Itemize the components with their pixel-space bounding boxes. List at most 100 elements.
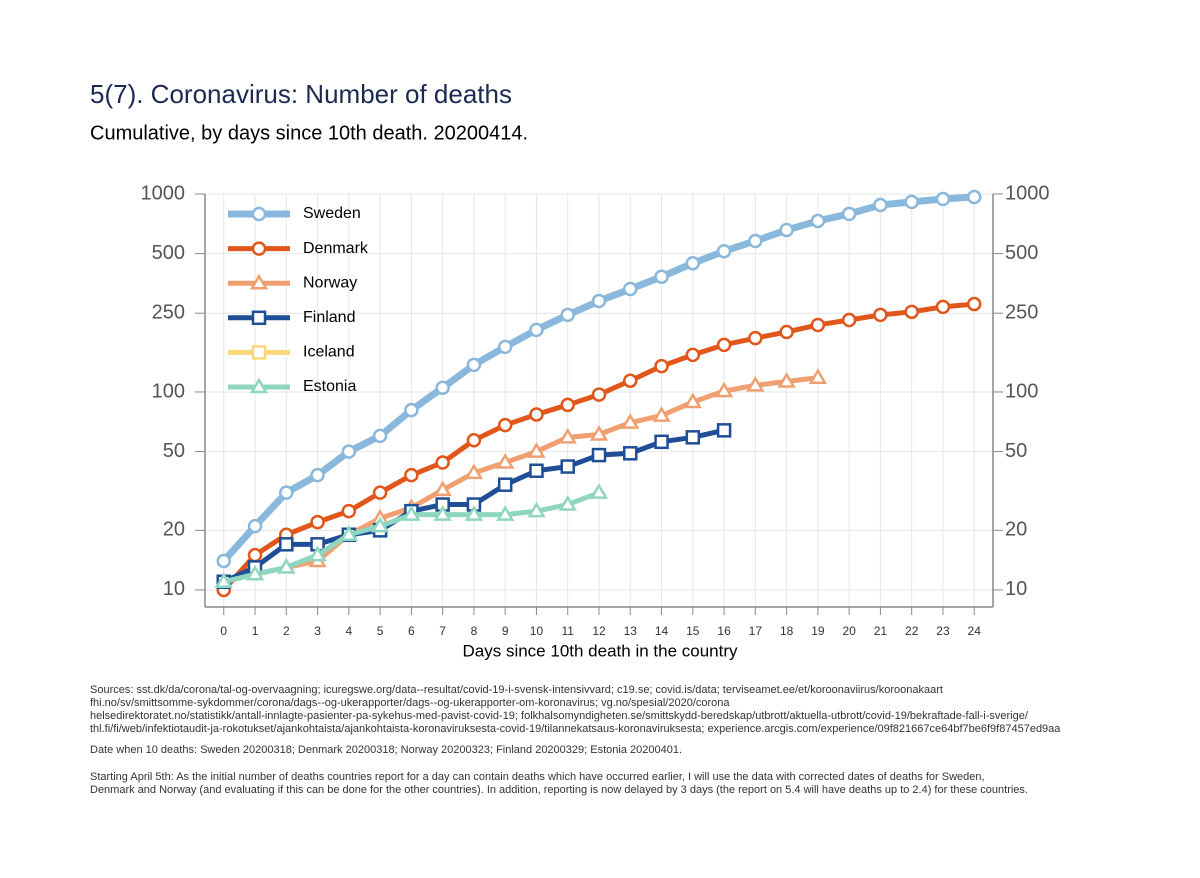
x-tick-label: 2 [283, 624, 290, 638]
marker [433, 505, 452, 521]
marker [247, 518, 263, 534]
marker [251, 206, 267, 222]
y-tick-label-right: 1000 [1005, 182, 1050, 204]
x-tick-label: 3 [314, 624, 321, 638]
y-tick-label-right: 250 [1005, 301, 1038, 323]
marker [779, 222, 794, 238]
y-tick-label: 50 [163, 440, 185, 462]
note: fhi.no/sv/smittsomme-sykdommer/corona/da… [90, 697, 730, 709]
marker [904, 194, 919, 210]
marker [810, 213, 826, 229]
x-tick-label: 10 [530, 624, 544, 638]
x-tick-label: 14 [655, 624, 669, 638]
marker [716, 337, 732, 353]
x-tick-label: 11 [561, 624, 574, 638]
marker [685, 255, 701, 271]
marker [245, 564, 265, 581]
marker [904, 304, 919, 320]
x-tick-label: 6 [408, 624, 415, 638]
y-tick-label-right: 20 [1005, 519, 1027, 541]
y-tick-label: 20 [163, 519, 185, 541]
marker [339, 525, 359, 542]
x-tick-label: 24 [968, 624, 982, 638]
legend-label: Estonia [303, 378, 356, 395]
marker [251, 310, 267, 326]
y-tick-label: 10 [163, 578, 185, 600]
x-tick-label: 12 [592, 624, 606, 638]
marker [310, 514, 325, 530]
x-tick-label: 13 [624, 624, 638, 638]
marker [623, 373, 638, 388]
chart-subtitle: Cumulative, by days since 10th death. 20… [90, 122, 528, 144]
marker [808, 368, 828, 384]
y-tick-label: 500 [152, 242, 185, 264]
marker [779, 324, 794, 340]
marker [716, 423, 732, 438]
note: helsedirektoratet.no/statistikk/antall-i… [90, 710, 1029, 722]
note: Starting April 5th: As the initial numbe… [90, 771, 985, 783]
marker [433, 480, 452, 497]
marker [810, 317, 826, 333]
marker [589, 483, 609, 499]
marker [466, 357, 482, 373]
x-tick-label: 22 [905, 624, 919, 638]
marker [404, 402, 419, 418]
marker [529, 407, 544, 422]
x-tick-label: 18 [780, 624, 794, 638]
marker [591, 293, 607, 309]
marker [966, 296, 982, 312]
marker [404, 467, 419, 483]
marker [308, 545, 327, 562]
marker [214, 572, 233, 588]
marker [591, 387, 607, 402]
marker [310, 467, 325, 483]
legend-label: Norway [303, 274, 357, 291]
marker [623, 446, 638, 461]
marker [716, 243, 732, 259]
x-tick-label: 1 [252, 624, 259, 638]
x-tick-label: 16 [717, 624, 731, 638]
marker [527, 501, 546, 518]
marker [558, 427, 577, 444]
x-tick-label: 0 [220, 624, 227, 638]
marker [714, 381, 734, 398]
x-tick-label: 4 [345, 624, 352, 638]
marker [591, 447, 607, 463]
marker [496, 505, 515, 521]
marker [527, 442, 546, 458]
marker [277, 557, 296, 574]
marker [372, 485, 388, 500]
x-axis-label: Days since 10th death in the country [463, 641, 738, 660]
note: Sources: sst.dk/da/corona/tal-og-overvaa… [90, 684, 943, 696]
y-tick-label-right: 500 [1005, 242, 1038, 264]
marker [496, 453, 515, 469]
marker [873, 197, 888, 213]
y-tick-label: 100 [152, 380, 185, 402]
x-tick-label: 21 [874, 624, 888, 638]
marker [589, 424, 609, 441]
marker [560, 459, 575, 474]
x-tick-label: 8 [471, 624, 478, 638]
legend-label: Denmark [303, 240, 369, 257]
marker [497, 339, 513, 355]
marker [464, 463, 484, 480]
x-tick-label: 23 [936, 624, 950, 638]
marker [279, 537, 294, 552]
y-tick-label-right: 100 [1005, 380, 1038, 402]
legend-label: Iceland [303, 344, 355, 361]
marker [435, 455, 450, 470]
marker [341, 444, 357, 459]
x-tick-label: 19 [811, 624, 825, 638]
marker [249, 273, 269, 290]
marker [746, 375, 765, 392]
marker [841, 206, 857, 222]
marker [654, 269, 669, 284]
note: Date when 10 deaths: Sweden 20200318; De… [90, 744, 682, 756]
marker [247, 547, 263, 563]
marker [216, 553, 232, 569]
marker [560, 397, 575, 413]
marker [529, 322, 544, 338]
marker [464, 505, 484, 521]
x-tick-label: 9 [502, 624, 509, 638]
marker [935, 191, 951, 207]
